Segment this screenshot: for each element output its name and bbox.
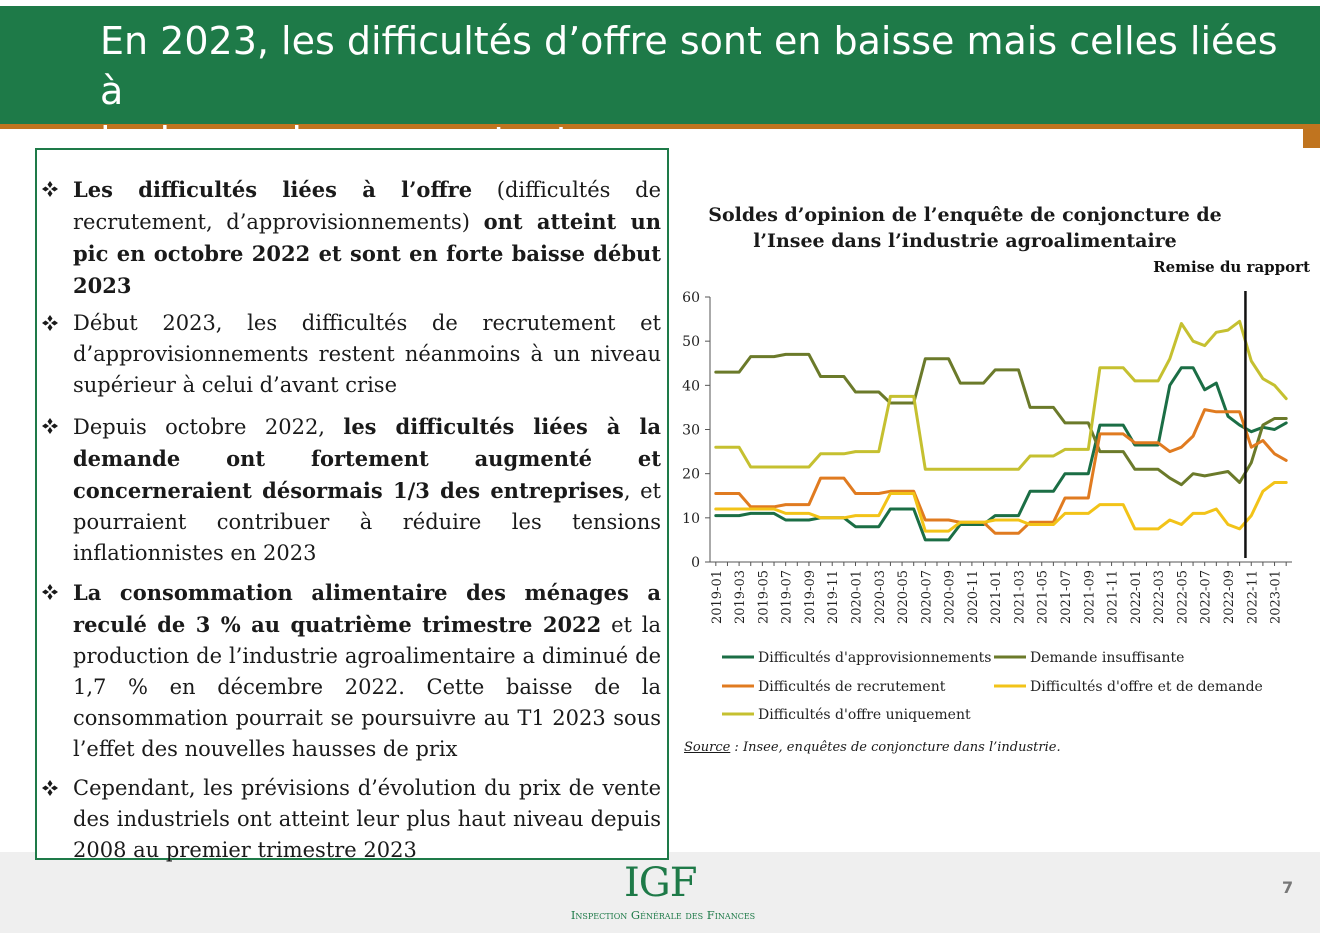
diamond-bullet-icon: [42, 780, 58, 796]
bullet-text-run: Cependant, les prévisions d’évolution du…: [73, 776, 661, 862]
source-note: Source : Insee, enquêtes de conjoncture …: [684, 740, 1061, 755]
y-tick-label: 40: [682, 378, 700, 394]
x-tick-label: 2022-07: [1199, 570, 1214, 624]
bullet-text-run: La consommation alimentaire des ménages …: [73, 580, 661, 637]
chart-legend: Difficultés d'approvisionnements Demande …: [722, 650, 1263, 723]
series-line-2: [714, 408, 1288, 535]
y-tick-label: 50: [682, 334, 700, 350]
x-tick-label: 2021-01: [989, 570, 1004, 624]
igf-logo-letters: IGF: [624, 860, 698, 906]
series-line-3: [714, 481, 1288, 533]
bullet-text-run: , et pourraient contribuer à réduire les…: [73, 479, 661, 565]
diamond-bullet-icon: [42, 315, 58, 331]
series-line-4: [714, 319, 1288, 471]
bullet-text-run: Les difficultés liées à l’offre: [73, 177, 473, 202]
bullet-text-run: Début 2023, les difficultés de recruteme…: [73, 311, 661, 397]
bullet-text: La consommation alimentaire des ménages …: [73, 577, 661, 765]
chart-axes: 0 10 20 30 40 50 60 2019-01 2019-03 2019-05 2019-0…: [682, 290, 1292, 624]
bullet-text: Cependant, les prévisions d’évolution du…: [73, 773, 661, 866]
bullet-text: Début 2023, les difficultés de recruteme…: [73, 308, 661, 401]
x-tick-label: 2019-09: [803, 570, 818, 624]
x-tick-label: 2019-03: [733, 570, 748, 624]
chart-title: Soldes d’opinion de l’enquête de conjonc…: [708, 204, 1222, 252]
x-tick-label: 2021-11: [1106, 570, 1121, 624]
y-tick-label: 60: [682, 290, 700, 306]
bullet-text-run: et la production de l’industrie agroalim…: [73, 613, 661, 761]
header-rule: [0, 124, 1305, 129]
series-line-1: [714, 352, 1288, 487]
footer-band: [0, 852, 1320, 933]
chart-annotation: Remise du rapport: [1153, 258, 1310, 558]
legend-label: Difficultés d'offre uniquement: [758, 707, 971, 723]
legend-label: Demande insuffisante: [1030, 650, 1184, 666]
y-tick-label: 30: [682, 423, 700, 439]
legend-label: Difficultés d'offre et de demande: [1030, 679, 1263, 695]
diamond-bullet-icon: [42, 584, 58, 600]
x-tick-label: 2019-11: [826, 570, 841, 624]
x-tick-label: 2021-07: [1059, 570, 1074, 624]
x-tick-label: 2022-11: [1245, 570, 1260, 624]
header-corner-accent: [1303, 124, 1320, 148]
bullet-text-box: Les difficultés liées à l’offre (difficu…: [35, 148, 669, 862]
x-tick-label: 2019-07: [780, 570, 795, 624]
x-tick-label: 2020-07: [919, 570, 934, 624]
x-tick-label: 2020-09: [943, 570, 958, 624]
x-tick-label: 2022-05: [1175, 570, 1190, 624]
bullet-text: Les difficultés liées à l’offre (difficu…: [73, 174, 661, 302]
x-tick-label: 2020-01: [850, 570, 865, 624]
y-tick-label: 20: [682, 467, 700, 483]
x-tick-label: 2021-05: [1036, 570, 1051, 624]
igf-logo: IGF Inspection Générale des Finances: [548, 860, 778, 924]
series-line-0: [714, 366, 1288, 542]
slide-title: En 2023, les difficultés d’offre sont en…: [100, 16, 1300, 166]
slide-title-line-1: En 2023, les difficultés d’offre sont en…: [100, 19, 1278, 113]
y-tick-label: 0: [691, 555, 700, 571]
x-tick-label: 2020-03: [873, 570, 888, 624]
x-tick-label: 2021-03: [1012, 570, 1027, 624]
x-tick-label: 2022-03: [1152, 570, 1167, 624]
source-label: Source: [684, 740, 731, 755]
x-tick-label: 2020-05: [896, 570, 911, 624]
report-date-label: Remise du rapport: [1153, 258, 1310, 276]
legend-label: Difficultés de recrutement: [758, 679, 946, 695]
x-tick-label: 2020-11: [966, 570, 981, 624]
chart-series-group: [714, 319, 1288, 542]
x-tick-label: 2019-05: [756, 570, 771, 624]
bullet-text: Depuis octobre 2022, les difficultés lié…: [73, 411, 661, 569]
diamond-bullet-icon: [42, 418, 58, 434]
page-number: 7: [1282, 878, 1294, 897]
x-tick-label: 2021-09: [1082, 570, 1097, 624]
diamond-bullet-icon: [42, 181, 58, 197]
bullet-text-run: ont atteint un pic en octobre 2022 et so…: [73, 209, 661, 298]
x-tick-label: 2022-09: [1222, 570, 1237, 624]
x-tick-label: 2023-01: [1269, 570, 1284, 624]
x-tick-label: 2022-01: [1129, 570, 1144, 624]
x-tick-label: 2019-01: [710, 570, 725, 624]
line-chart: 0 10 20 30 40 50 60 2019-01 2019-03 2019-05 2019-0…: [682, 258, 1310, 723]
bullet-text-run: (difficultés de recrutement, d’approvisi…: [73, 178, 661, 234]
igf-logo-subtitle: Inspection Générale des Finances: [570, 908, 756, 922]
y-tick-label: 10: [682, 511, 700, 527]
bullet-text-run: les difficultés liées à la demande ont f…: [73, 414, 661, 503]
legend-label: Difficultés d'approvisionnements: [758, 650, 991, 666]
bullet-text-run: Depuis octobre 2022,: [73, 415, 344, 439]
source-text: : Insee, enquêtes de conjoncture dans l’…: [730, 740, 1061, 755]
header-bar: [0, 6, 1320, 124]
